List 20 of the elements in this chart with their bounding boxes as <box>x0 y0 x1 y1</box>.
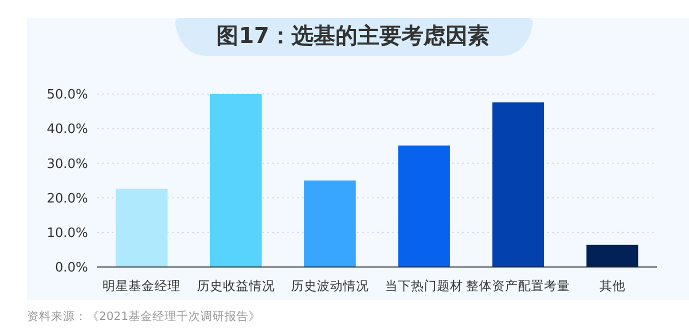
chart-title: 图17：选基的主要考虑因素 <box>216 23 490 49</box>
bar <box>586 244 638 267</box>
y-tick-label: 0.0% <box>54 260 88 276</box>
text: 资料来源：《2021基金经理千次调研报告》 <box>27 309 260 323</box>
bar <box>116 188 168 267</box>
y-tick-label: 40.0% <box>46 122 88 138</box>
y-tick-label: 10.0% <box>46 226 88 241</box>
x-tick-label: 整体资产配置考量 <box>466 278 570 293</box>
x-tick-label: 当下热门题材 <box>385 278 464 293</box>
bar <box>210 94 262 267</box>
x-tick-label: 历史波动情况 <box>290 278 369 293</box>
bar <box>304 180 356 267</box>
y-tick-label: 20.0% <box>46 191 88 206</box>
bar <box>398 146 450 267</box>
y-tick-label: 30.0% <box>46 156 88 172</box>
x-tick-label: 历史收益情况 <box>196 278 275 293</box>
x-tick-label: 明星基金经理 <box>102 278 181 293</box>
bar <box>492 102 544 267</box>
y-tick-label: 50.0% <box>46 88 88 103</box>
x-tick-label: 其他 <box>599 278 626 293</box>
